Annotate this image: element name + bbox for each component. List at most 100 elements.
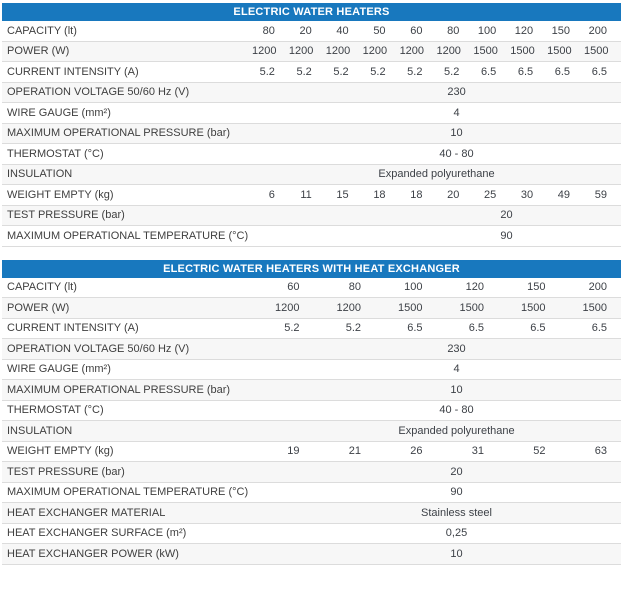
table-body: CAPACITY (lt) 60 80 100 120 150 200 POWER (W) 12… [2, 277, 621, 565]
cell-value: 11 [288, 184, 326, 206]
cell-value: 5.2 [436, 61, 474, 83]
table-row: WIRE GAUGE (mm²) 4 [2, 359, 621, 380]
cell-value: 1500 [559, 297, 621, 319]
table-row: WIRE GAUGE (mm²) 4 [2, 102, 622, 124]
table-row: TEST PRESSURE (bar) 20 [2, 205, 622, 226]
cell-value: 1500 [547, 41, 585, 62]
table-title-row: ELECTRIC WATER HEATERS WITH HEAT EXCHANG… [2, 259, 621, 278]
cell-value: 1200 [325, 41, 363, 62]
merged-value: 0,25 [252, 523, 621, 544]
cell-value: 5.2 [362, 61, 400, 83]
merged-value: 20 [252, 461, 621, 483]
merged-value: Expanded polyurethane [252, 420, 621, 442]
row-label: CAPACITY (lt) [2, 21, 252, 42]
table-row: THERMOSTAT (°C) 40 - 80 [2, 143, 622, 165]
row-label: WEIGHT EMPTY (kg) [2, 184, 252, 206]
cell-value: 1200 [399, 41, 437, 62]
table-row: MAXIMUM OPERATIONAL TEMPERATURE (°C) 90 [2, 225, 622, 247]
merged-value: 10 [252, 543, 621, 565]
cell-value: 1200 [436, 41, 474, 62]
row-label: HEAT EXCHANGER MATERIAL [2, 502, 252, 524]
merged-value: 230 [252, 82, 622, 103]
cell-value: 60 [252, 277, 314, 298]
table-row: THERMOSTAT (°C) 40 - 80 [2, 400, 621, 421]
row-label: CURRENT INTENSITY (A) [2, 61, 252, 83]
table-row: MAXIMUM OPERATIONAL PRESSURE (bar) 10 [2, 379, 621, 401]
cell-value: 100 [375, 277, 437, 298]
cell-value: 1500 [584, 41, 622, 62]
merged-value: 20 [252, 205, 622, 226]
cell-value: 26 [375, 441, 437, 462]
table-row: WEIGHT EMPTY (kg) 6 11 15 18 18 20 25 30 49 59 [2, 184, 622, 206]
cell-value: 200 [559, 277, 621, 298]
row-label: OPERATION VOLTAGE 50/60 Hz (V) [2, 82, 252, 103]
cell-value: 150 [547, 21, 585, 42]
row-label: MAXIMUM OPERATIONAL TEMPERATURE (°C) [2, 482, 252, 503]
row-label: HEAT EXCHANGER SURFACE (m²) [2, 523, 252, 544]
cell-value: 6.5 [510, 61, 548, 83]
table-row: MAXIMUM OPERATIONAL PRESSURE (bar) 10 [2, 123, 622, 144]
cell-value: 6.5 [436, 318, 498, 339]
cell-value: 15 [325, 184, 363, 206]
table-row: MAXIMUM OPERATIONAL TEMPERATURE (°C) 90 [2, 482, 621, 503]
cell-value: 6.5 [547, 61, 585, 83]
cell-value: 60 [399, 21, 437, 42]
cell-value: 100 [473, 21, 511, 42]
cell-value: 59 [584, 184, 622, 206]
cell-value: 1500 [498, 297, 560, 319]
cell-value: 1200 [313, 297, 375, 319]
cell-value: 6.5 [473, 61, 511, 83]
cell-value: 25 [473, 184, 511, 206]
table-row: TEST PRESSURE (bar) 20 [2, 461, 621, 483]
cell-value: 5.2 [288, 61, 326, 83]
cell-value: 1500 [473, 41, 511, 62]
row-label: HEAT EXCHANGER POWER (kW) [2, 543, 252, 565]
cell-value: 50 [362, 21, 400, 42]
row-label: POWER (W) [2, 41, 252, 62]
row-label: INSULATION [2, 164, 252, 185]
merged-value: 10 [252, 379, 621, 401]
row-label: THERMOSTAT (°C) [2, 143, 252, 165]
row-label: POWER (W) [2, 297, 252, 319]
cell-value: 52 [498, 441, 560, 462]
spec-sheet: ELECTRIC WATER HEATERS CAPACITY (lt) 80 20… [2, 3, 622, 565]
cell-value: 200 [584, 21, 622, 42]
cell-value: 5.2 [313, 318, 375, 339]
merged-value: 230 [252, 338, 621, 360]
cell-value: 20 [288, 21, 326, 42]
merged-value: 40 - 80 [252, 143, 622, 165]
row-label: INSULATION [2, 420, 252, 442]
cell-value: 5.2 [399, 61, 437, 83]
merged-value: Stainless steel [252, 502, 621, 524]
merged-value: 10 [252, 123, 622, 144]
electric-water-heaters-table: ELECTRIC WATER HEATERS CAPACITY (lt) 80 20… [2, 3, 622, 247]
cell-value: 1200 [288, 41, 326, 62]
cell-value: 1200 [252, 41, 289, 62]
heat-exchanger-table: ELECTRIC WATER HEATERS WITH HEAT EXCHANG… [2, 259, 621, 565]
table-row: CURRENT INTENSITY (A) 5.2 5.2 5.2 5.2 5.2 5.2 6… [2, 61, 622, 83]
row-label: THERMOSTAT (°C) [2, 400, 252, 421]
cell-value: 150 [498, 277, 560, 298]
merged-value: 90 [252, 225, 622, 247]
cell-value: 80 [436, 21, 474, 42]
cell-value: 40 [325, 21, 363, 42]
cell-value: 6.5 [375, 318, 437, 339]
table-row: HEAT EXCHANGER MATERIAL Stainless steel [2, 502, 621, 524]
cell-value: 1500 [510, 41, 548, 62]
row-label: MAXIMUM OPERATIONAL TEMPERATURE (°C) [2, 225, 252, 247]
row-label: WIRE GAUGE (mm²) [2, 359, 252, 380]
cell-value: 18 [362, 184, 400, 206]
table-title: ELECTRIC WATER HEATERS WITH HEAT EXCHANG… [2, 259, 621, 278]
cell-value: 6.5 [498, 318, 560, 339]
table-row: WEIGHT EMPTY (kg) 19 21 26 31 52 63 [2, 441, 621, 462]
table-row: POWER (W) 1200 1200 1200 1200 1200 1200 1500 150… [2, 41, 622, 62]
cell-value: 5.2 [325, 61, 363, 83]
row-label: WIRE GAUGE (mm²) [2, 102, 252, 124]
cell-value: 31 [436, 441, 498, 462]
table-row: HEAT EXCHANGER POWER (kW) 10 [2, 543, 621, 565]
cell-value: 120 [436, 277, 498, 298]
cell-value: 1500 [436, 297, 498, 319]
cell-value: 18 [399, 184, 437, 206]
merged-value: 4 [252, 102, 622, 124]
table-body: CAPACITY (lt) 80 20 40 50 60 80 100 120 150 200 POW… [2, 21, 622, 247]
